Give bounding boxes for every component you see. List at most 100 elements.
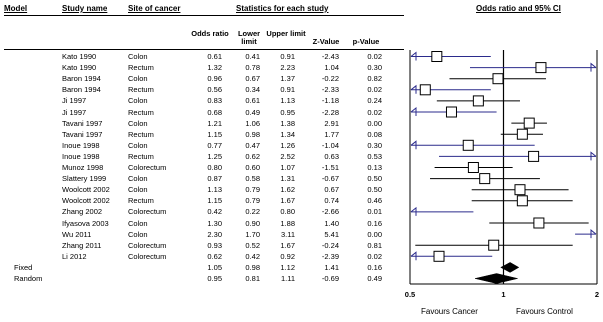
upper-limit-cell: 1.12 — [280, 262, 295, 272]
odds-ratio-cell: 1.15 — [207, 196, 222, 206]
subheader-odds-ratio: Odds ratio — [191, 29, 229, 38]
z-value-cell: -0.69 — [321, 274, 339, 283]
lower-limit-cell: 0.41 — [245, 52, 260, 61]
favours-cancer-label: Favours Cancer — [421, 307, 478, 316]
study-name-cell: Zhang 2002 — [62, 207, 103, 217]
ci-arrow-left — [410, 106, 417, 116]
lower-limit-cell: 0.34 — [245, 85, 260, 95]
header-odds-ratio-ci: Odds ratio and 95% CI — [476, 4, 561, 13]
z-value-cell: 1.40 — [324, 218, 339, 228]
upper-limit-cell: 0.92 — [280, 251, 295, 261]
lower-limit-cell: 0.67 — [245, 74, 260, 84]
upper-limit-cell: 1.88 — [280, 218, 295, 228]
odds-ratio-cell: 0.56 — [207, 85, 222, 95]
ci-arrow-left — [410, 84, 417, 94]
study-marker — [523, 117, 535, 129]
study-marker — [488, 239, 500, 251]
site-cell: Rectum — [128, 85, 154, 95]
z-value-cell: 0.63 — [324, 151, 339, 161]
study-name-cell: Inoue 1998 — [62, 151, 100, 161]
pooled-diamond-random — [475, 273, 518, 284]
study-name-cell: Slattery 1999 — [62, 174, 107, 184]
upper-limit-cell: 1.07 — [280, 163, 295, 172]
header-study-name: Study name — [62, 4, 108, 13]
odds-ratio-cell: 0.77 — [207, 140, 222, 150]
p-value-cell: 0.50 — [367, 174, 382, 184]
upper-limit-cell: 1.62 — [280, 185, 295, 195]
study-name-cell: Ji 1997 — [62, 96, 87, 106]
site-cell: Colon — [128, 74, 148, 84]
odds-ratio-cell: 2.30 — [207, 229, 222, 239]
z-value-cell: -2.39 — [321, 251, 339, 261]
lower-limit-cell: 0.78 — [245, 63, 260, 73]
upper-limit-cell: 1.13 — [280, 96, 295, 106]
model-cell: Random — [14, 274, 43, 283]
odds-ratio-cell: 1.05 — [207, 262, 222, 272]
odds-ratio-cell: 0.96 — [207, 74, 222, 84]
z-value-cell: -2.33 — [321, 85, 339, 95]
upper-limit-cell: 1.67 — [280, 196, 295, 206]
study-name-cell: Inoue 1998 — [62, 140, 100, 150]
p-value-cell: 0.30 — [367, 140, 382, 150]
lower-limit-cell: 0.52 — [245, 240, 260, 250]
z-value-cell: 0.74 — [324, 196, 339, 206]
subheader-p-value: p-Value — [352, 37, 380, 46]
p-value-cell: 0.49 — [367, 274, 382, 283]
site-cell: Colon — [128, 229, 148, 239]
upper-limit-cell: 1.11 — [280, 274, 295, 283]
x-tick-label: 2 — [595, 290, 599, 299]
z-value-cell: 2.91 — [324, 118, 339, 128]
lower-limit-cell: 0.79 — [245, 196, 260, 206]
z-value-cell: -2.66 — [321, 207, 339, 217]
study-marker — [467, 162, 479, 173]
study-marker — [492, 73, 504, 85]
site-cell: Colon — [128, 52, 148, 61]
odds-ratio-cell: 0.95 — [207, 274, 222, 283]
lower-limit-cell: 0.60 — [245, 163, 260, 172]
upper-limit-cell: 1.26 — [280, 140, 295, 150]
upper-limit-cell: 1.38 — [280, 118, 295, 128]
z-value-cell: 5.41 — [324, 229, 339, 239]
upper-limit-cell: 3.11 — [280, 229, 295, 239]
study-name-cell: Munoz 1998 — [62, 163, 104, 172]
upper-limit-cell: 0.91 — [280, 85, 295, 95]
upper-limit-cell: 1.34 — [280, 129, 295, 139]
odds-ratio-cell: 1.30 — [207, 218, 222, 228]
odds-ratio-cell: 1.25 — [207, 151, 222, 161]
odds-ratio-cell: 1.13 — [207, 185, 222, 195]
lower-limit-cell: 0.58 — [245, 174, 260, 184]
p-value-cell: 0.81 — [367, 240, 382, 250]
subheader-rule — [4, 49, 404, 50]
z-value-cell: -0.24 — [321, 240, 339, 250]
site-cell: Rectum — [128, 129, 154, 139]
study-name-cell: Li 2012 — [62, 251, 87, 261]
p-value-cell: 0.30 — [367, 63, 382, 73]
study-name-cell: Zhang 2011 — [62, 240, 102, 250]
lower-limit-cell: 0.98 — [245, 262, 260, 272]
p-value-cell: 0.46 — [367, 196, 382, 206]
site-cell: Colorectum — [128, 251, 167, 261]
site-cell: Colon — [128, 218, 148, 228]
p-value-cell: 0.13 — [367, 163, 382, 172]
study-marker — [514, 184, 526, 196]
p-value-cell: 0.02 — [367, 85, 382, 95]
study-marker — [516, 128, 528, 140]
lower-limit-cell: 0.61 — [245, 96, 260, 106]
z-value-cell: 1.04 — [324, 63, 339, 73]
z-value-cell: -0.22 — [321, 74, 339, 84]
lower-limit-cell: 0.79 — [245, 185, 260, 195]
upper-limit-cell: 0.95 — [280, 107, 295, 117]
pooled-diamond-fixed — [500, 262, 520, 273]
ci-arrow-right — [590, 62, 597, 72]
odds-ratio-cell: 0.87 — [207, 174, 222, 184]
lower-limit-cell: 0.49 — [245, 107, 260, 117]
p-value-cell: 0.00 — [367, 229, 382, 239]
site-cell: Colon — [128, 140, 148, 150]
upper-limit-cell: 0.91 — [280, 52, 295, 61]
ci-arrow-right — [590, 151, 597, 161]
upper-limit-cell: 1.31 — [280, 174, 295, 184]
study-name-cell: Woolcott 2002 — [62, 185, 110, 195]
site-cell: Colorectum — [128, 207, 167, 217]
p-value-cell: 0.02 — [367, 107, 382, 117]
lower-limit-cell: 0.47 — [245, 140, 260, 150]
